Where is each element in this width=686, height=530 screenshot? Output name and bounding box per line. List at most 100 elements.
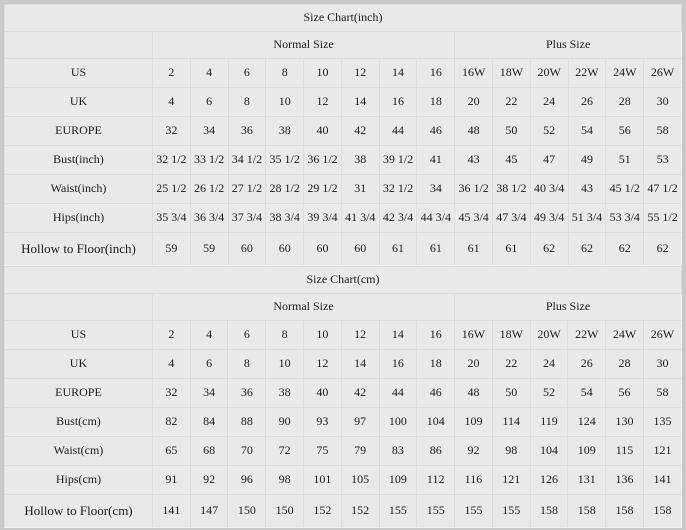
table-cell: 38 3/4	[265, 203, 305, 233]
table-cell: 20	[454, 349, 493, 379]
table-cell: 59	[189, 232, 229, 266]
table-cell: 91	[151, 465, 191, 495]
table-cell: 141	[642, 465, 683, 495]
table-cell: 88	[227, 407, 267, 437]
group-header-spacer	[4, 293, 153, 321]
table-cell: 14	[378, 320, 418, 350]
table-cell: 44 3/4	[416, 203, 456, 233]
table-cell: 56	[605, 116, 645, 146]
table-cell: 90	[265, 407, 305, 437]
table-cell: 43	[567, 174, 607, 204]
table-cell: 34	[189, 378, 229, 408]
table-cell: 158	[567, 494, 607, 528]
table-cell: 18	[416, 87, 456, 117]
row-label: UK	[4, 87, 153, 117]
table-cell: 32	[151, 378, 191, 408]
table-cell: 22	[491, 349, 531, 379]
table-cell: 30	[642, 349, 683, 379]
table-row: Hollow to Floor(cm) 141 147 150 150 152 152 155…	[4, 494, 683, 528]
table-cell: 6	[189, 349, 229, 379]
table-row: UK 4 6 8 10 12 14 16 18 20 22 24 26 28 30	[4, 87, 682, 117]
row-label: Waist(inch)	[4, 174, 153, 204]
table-cell: 41 3/4	[340, 203, 380, 233]
table-cell: 61	[492, 232, 531, 266]
table-cell: 121	[642, 436, 683, 466]
table-cell: 158	[529, 494, 569, 528]
table-cell: 34	[189, 116, 229, 146]
table-cell: 58	[643, 116, 682, 146]
table-cell: 100	[378, 407, 418, 437]
size-chart-inch-block: Size Chart(inch) Normal Size Plus Size US 2 4…	[4, 4, 682, 266]
table-cell: 8	[227, 87, 267, 117]
table-cell: 158	[642, 494, 683, 528]
table-cell: 38 1/2	[492, 174, 531, 204]
group-header-plus-size: Plus Size	[454, 293, 682, 321]
table-cell: 10	[265, 87, 305, 117]
table-cell: 50	[492, 116, 531, 146]
row-label: EUROPE	[4, 378, 153, 408]
table-cell: 60	[227, 232, 267, 266]
table-cell: 61	[378, 232, 418, 266]
row-label: US	[4, 58, 153, 88]
table-cell: 22	[492, 87, 531, 117]
table-cell: 47 1/2	[643, 174, 682, 204]
group-header-normal-size: Normal Size	[151, 31, 456, 59]
table-row: Waist(inch) 25 1/2 26 1/2 27 1/2 28 1/2 29 1/…	[4, 174, 682, 204]
table-cell: 62	[643, 232, 682, 266]
table-cell: 18W	[491, 320, 531, 350]
table-cell: 42	[340, 378, 380, 408]
table-cell: 36	[227, 378, 267, 408]
table-cell: 8	[265, 320, 305, 350]
table-cell: 45	[492, 145, 531, 175]
table-cell: 39 3/4	[303, 203, 342, 233]
table-cell: 42	[340, 116, 380, 146]
chart-title-row: Size Chart(inch)	[4, 4, 682, 32]
table-cell: 14	[378, 58, 418, 88]
table-cell: 16	[416, 320, 456, 350]
table-cell: 75	[303, 436, 342, 466]
table-cell: 155	[416, 494, 456, 528]
table-cell: 47 3/4	[492, 203, 531, 233]
table-cell: 58	[642, 378, 683, 408]
size-chart-cm-block: Size Chart(cm) Normal Size Plus Size US 2 4 6 8…	[4, 266, 683, 528]
table-cell: 150	[227, 494, 267, 528]
table-cell: 20	[454, 87, 493, 117]
table-cell: 155	[491, 494, 531, 528]
table-cell: 131	[567, 465, 607, 495]
table-cell: 12	[303, 349, 342, 379]
table-cell: 47	[529, 145, 569, 175]
table-cell: 16	[378, 87, 418, 117]
table-cell: 105	[340, 465, 380, 495]
table-cell: 10	[303, 320, 342, 350]
table-cell: 155	[454, 494, 493, 528]
table-cell: 55 1/2	[643, 203, 682, 233]
table-cell: 28	[605, 87, 645, 117]
table-row: Hollow to Floor(inch) 59 59 60 60 60 60 61 61 61 6…	[4, 232, 682, 266]
table-cell: 49	[567, 145, 607, 175]
table-cell: 36 3/4	[189, 203, 229, 233]
table-cell: 24	[529, 87, 569, 117]
table-cell: 25 1/2	[151, 174, 191, 204]
table-cell: 136	[605, 465, 644, 495]
group-header-row: Normal Size Plus Size	[4, 293, 682, 321]
table-cell: 121	[491, 465, 531, 495]
table-cell: 60	[340, 232, 380, 266]
table-cell: 62	[567, 232, 607, 266]
table-cell: 6	[227, 320, 267, 350]
table-cell: 32 1/2	[378, 174, 418, 204]
row-label: Bust(cm)	[4, 407, 153, 437]
table-cell: 62	[605, 232, 645, 266]
table-cell: 12	[340, 320, 380, 350]
table-cell: 109	[567, 436, 607, 466]
table-cell: 36 1/2	[303, 145, 342, 175]
table-cell: 20W	[529, 320, 569, 350]
table-cell: 24W	[605, 320, 644, 350]
table-row: Waist(cm) 65 68 70 72 75 79 83 86 92 98 104 109 115 12…	[4, 436, 683, 466]
table-cell: 4	[151, 349, 191, 379]
table-cell: 97	[340, 407, 380, 437]
table-cell: 22W	[567, 58, 607, 88]
table-row: EUROPE 32 34 36 38 40 42 44 46 48 50 52 54 56 58	[4, 116, 682, 146]
row-label: Waist(cm)	[4, 436, 153, 466]
table-cell: 84	[189, 407, 229, 437]
table-cell: 98	[491, 436, 531, 466]
